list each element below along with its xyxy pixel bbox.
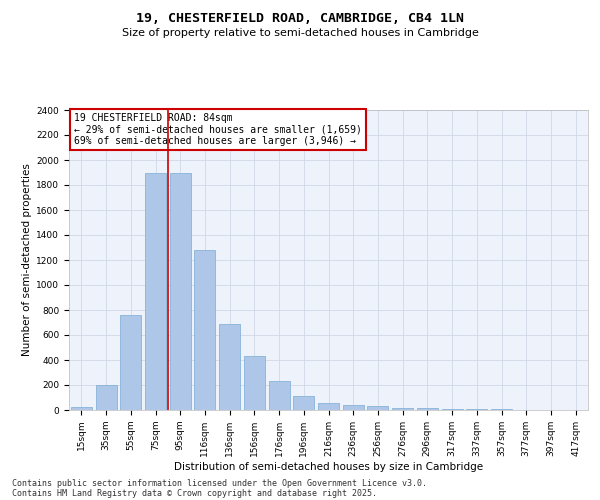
Bar: [95, 385, 116, 410]
Bar: [194, 250, 215, 410]
Bar: [219, 324, 240, 410]
Bar: [269, 381, 290, 410]
Bar: [392, 408, 413, 410]
Bar: [120, 315, 141, 410]
Bar: [170, 172, 191, 410]
X-axis label: Distribution of semi-detached houses by size in Cambridge: Distribution of semi-detached houses by …: [174, 462, 483, 471]
Text: Size of property relative to semi-detached houses in Cambridge: Size of property relative to semi-detach…: [122, 28, 478, 38]
Bar: [442, 408, 463, 410]
Text: Contains public sector information licensed under the Open Government Licence v3: Contains public sector information licen…: [12, 478, 427, 488]
Bar: [244, 356, 265, 410]
Y-axis label: Number of semi-detached properties: Number of semi-detached properties: [22, 164, 32, 356]
Bar: [466, 409, 487, 410]
Text: 19, CHESTERFIELD ROAD, CAMBRIDGE, CB4 1LN: 19, CHESTERFIELD ROAD, CAMBRIDGE, CB4 1L…: [136, 12, 464, 26]
Text: 19 CHESTERFIELD ROAD: 84sqm
← 29% of semi-detached houses are smaller (1,659)
69: 19 CHESTERFIELD ROAD: 84sqm ← 29% of sem…: [74, 113, 362, 146]
Bar: [343, 405, 364, 410]
Bar: [417, 408, 438, 410]
Bar: [367, 406, 388, 410]
Bar: [145, 172, 166, 410]
Bar: [318, 402, 339, 410]
Text: Contains HM Land Registry data © Crown copyright and database right 2025.: Contains HM Land Registry data © Crown c…: [12, 488, 377, 498]
Bar: [71, 407, 92, 410]
Bar: [293, 396, 314, 410]
